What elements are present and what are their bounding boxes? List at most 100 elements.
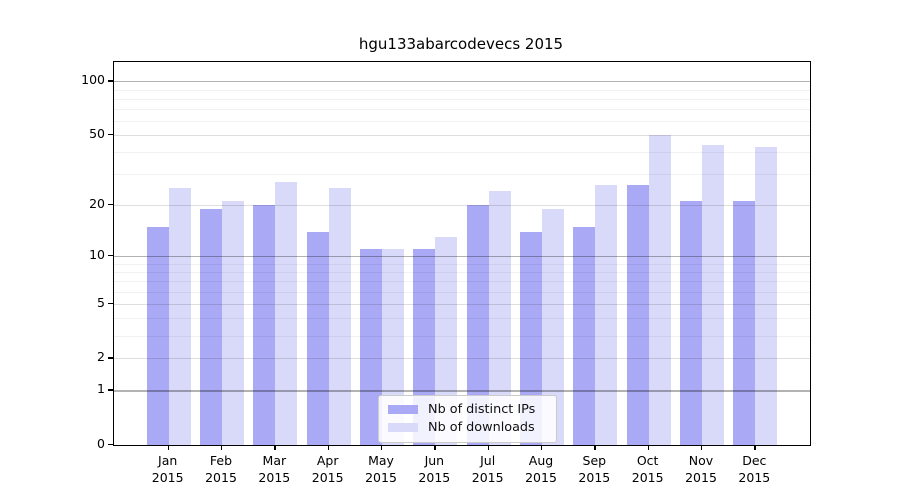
bar-nb-of-distinct-ips-jul: [466, 205, 489, 445]
gridline-10: [114, 256, 810, 258]
bar-nb-of-downloads-mar: [275, 182, 298, 445]
bar-nb-of-downloads-jan: [168, 188, 191, 445]
gridline-100: [114, 81, 810, 83]
x-tick-month: Jul: [480, 453, 496, 468]
bar-nb-of-downloads-oct: [648, 135, 671, 445]
gridline-minor-40: [114, 152, 810, 154]
gridline-minor-60: [114, 121, 810, 123]
x-tick-year: 2015: [738, 470, 771, 485]
x-tick-mark-oct: [647, 445, 649, 450]
gridline-minor-90: [114, 89, 810, 91]
y-tick-label-100: 100: [81, 72, 105, 88]
x-tick-year: 2015: [525, 470, 557, 485]
bar-nb-of-downloads-sep: [595, 185, 618, 445]
gridline-minor-3: [114, 335, 810, 337]
bar-nb-of-distinct-ips-aug: [520, 231, 542, 445]
bar-nb-of-distinct-ips-dec: [733, 201, 756, 445]
y-tick-mark-5: [108, 302, 113, 305]
bar-nb-of-downloads-apr: [328, 188, 351, 445]
gridline-50: [114, 135, 810, 137]
x-tick-month: Nov: [688, 453, 714, 468]
y-tick-label-10: 10: [89, 247, 105, 263]
y-tick-mark-50: [108, 134, 113, 136]
x-tick-year: 2015: [151, 470, 184, 485]
bar-nb-of-downloads-nov: [702, 145, 724, 445]
bar-nb-of-downloads-jun: [435, 237, 458, 445]
bar-nb-of-distinct-ips-jan: [146, 226, 169, 445]
x-tick-month: Mar: [262, 453, 287, 468]
x-tick-label-apr: Apr 2015: [300, 452, 356, 486]
x-tick-mark-may: [381, 445, 383, 450]
y-tick-mark-0: [108, 444, 113, 446]
x-tick-month: May: [368, 453, 394, 468]
legend-label-downloads: Nb of downloads: [428, 420, 535, 435]
x-tick-mark-apr: [327, 445, 329, 450]
x-tick-label-feb: Feb 2015: [193, 452, 249, 486]
x-tick-label-may: May 2015: [353, 452, 409, 486]
bar-nb-of-distinct-ips-oct: [626, 185, 649, 445]
gridline-minor-8: [114, 271, 810, 273]
gridline-minor-9: [114, 263, 810, 265]
gridline-5: [114, 303, 810, 305]
x-tick-year: 2015: [578, 470, 611, 485]
gridline-minor-7: [114, 281, 810, 283]
x-tick-mark-sep: [594, 445, 596, 450]
gridline-minor-30: [114, 174, 810, 176]
x-tick-label-sep: Sep 2015: [566, 452, 622, 486]
gridline-2: [114, 358, 810, 360]
legend-item-distinct-ips: Nb of distinct IPs: [379, 401, 556, 418]
x-tick-year: 2015: [471, 470, 504, 485]
x-tick-label-aug: Aug 2015: [513, 452, 569, 486]
bar-nb-of-distinct-ips-mar: [253, 205, 276, 445]
y-tick-label-50: 50: [89, 126, 105, 142]
x-tick-mark-jul: [487, 445, 489, 450]
gridline-1: [114, 390, 810, 392]
y-tick-mark-1: [108, 389, 113, 391]
chart-title: hgu133abarcodevecs 2015: [358, 35, 564, 53]
legend-swatch-distinct-ips: [388, 405, 418, 414]
y-tick-mark-2: [108, 357, 113, 359]
bar-nb-of-distinct-ips-apr: [306, 231, 329, 445]
x-tick-year: 2015: [205, 470, 237, 485]
legend-swatch-downloads: [388, 423, 418, 432]
x-tick-label-jul: Jul 2015: [460, 452, 516, 486]
y-tick-label-20: 20: [89, 196, 105, 212]
x-tick-month: Feb: [209, 453, 233, 468]
x-tick-month: Jan: [158, 453, 178, 468]
x-tick-mark-mar: [274, 445, 276, 450]
bar-nb-of-downloads-dec: [755, 146, 778, 445]
y-tick-label-0: 0: [97, 436, 105, 451]
gridline-minor-4: [114, 318, 810, 320]
x-tick-label-dec: Dec 2015: [726, 452, 782, 486]
x-tick-year: 2015: [685, 470, 717, 485]
x-tick-label-jun: Jun 2015: [406, 452, 462, 486]
x-tick-year: 2015: [311, 470, 344, 485]
y-tick-mark-20: [108, 204, 113, 206]
x-tick-mark-jan: [167, 445, 169, 450]
y-tick-label-5: 5: [97, 294, 105, 310]
x-tick-month: Sep: [582, 453, 607, 468]
gridline-minor-6: [114, 291, 810, 293]
gridline-20: [114, 205, 810, 207]
bar-nb-of-distinct-ips-sep: [573, 226, 596, 445]
x-tick-year: 2015: [418, 470, 451, 485]
gridline-minor-80: [114, 98, 810, 100]
x-tick-year: 2015: [365, 470, 397, 485]
legend-label-distinct-ips: Nb of distinct IPs: [428, 402, 536, 417]
x-tick-mark-dec: [754, 445, 756, 450]
bar-nb-of-downloads-jul: [488, 191, 511, 445]
y-tick-mark-10: [108, 255, 113, 257]
legend-item-downloads: Nb of downloads: [379, 419, 556, 436]
gridline-minor-70: [114, 109, 810, 111]
bar-nb-of-distinct-ips-may: [360, 249, 382, 445]
x-tick-year: 2015: [631, 470, 664, 485]
x-tick-month: Oct: [636, 453, 659, 468]
legend: Nb of distinct IPs Nb of downloads: [378, 395, 557, 443]
y-tick-label-1: 1: [97, 381, 105, 397]
x-tick-mark-feb: [221, 445, 223, 450]
x-tick-month: Apr: [316, 453, 339, 468]
x-tick-month: Jun: [424, 453, 445, 468]
x-tick-mark-jun: [434, 445, 436, 450]
y-tick-label-2: 2: [97, 349, 105, 365]
